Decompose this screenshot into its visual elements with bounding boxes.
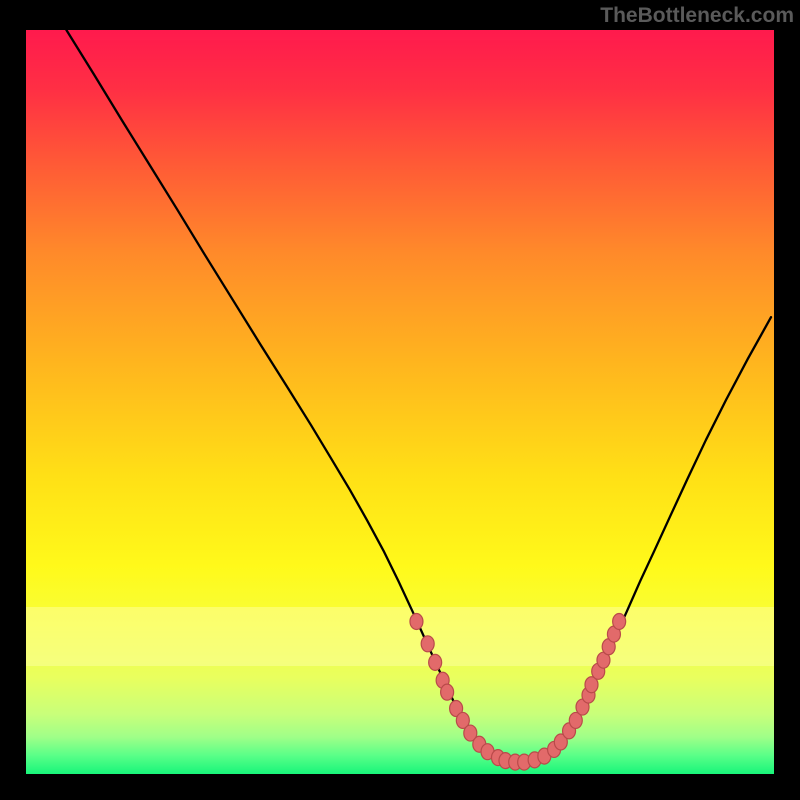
curve-dot [441, 684, 454, 700]
chart-curve-layer [26, 30, 774, 774]
curve-dot [410, 613, 423, 629]
bottleneck-curve [66, 30, 771, 763]
curve-dot [613, 613, 626, 629]
curve-dots-group [410, 613, 626, 770]
curve-dot [429, 654, 442, 670]
bottleneck-chart [26, 30, 774, 774]
attribution-text: TheBottleneck.com [600, 4, 794, 28]
curve-dot [421, 636, 434, 652]
